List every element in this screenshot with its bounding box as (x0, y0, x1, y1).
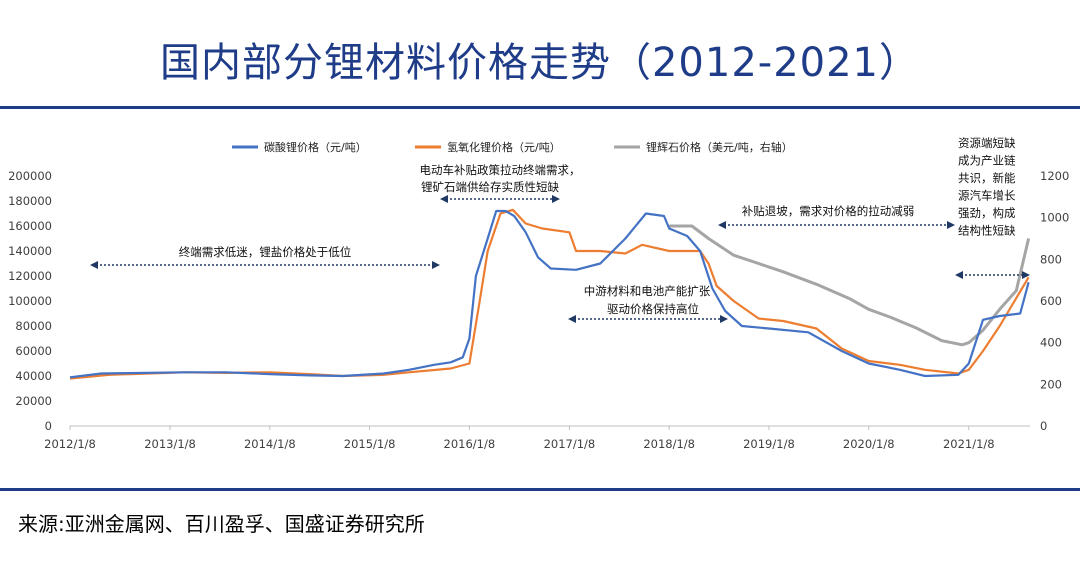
arrow-resource-shortage-head-left (955, 271, 963, 279)
y-right-tick-label: 800 (1040, 252, 1062, 266)
title-divider (0, 106, 1080, 109)
x-tick-label: 2021/1/8 (943, 437, 995, 451)
arrow-subsidy-cut-head-right (947, 221, 955, 229)
y-right-tick-label: 1000 (1040, 211, 1069, 225)
annotation-resource-shortage-line: 成为产业链 (958, 154, 1016, 168)
legend: 碳酸锂价格（元/吨） 氢氧化锂价格（元/吨） 锂辉石价格（美元/吨，右轴） (232, 140, 793, 154)
y-left-tick-label: 120000 (8, 269, 52, 283)
arrow-subsidy-head-left (440, 195, 448, 203)
annotation-low-demand: 终端需求低迷，锂盐价格处于低位 (179, 245, 352, 259)
lioh-price-line (69, 208, 1030, 380)
y-left-tick-label: 40000 (15, 369, 52, 383)
arrow-midstream-head-left (568, 315, 576, 323)
annotation-price-high: 驱动价格保持高位 (607, 302, 699, 316)
annotation-resource-shortage-line: 源汽车增长 (958, 189, 1016, 203)
x-tick-label: 2018/1/8 (643, 437, 695, 451)
annotation-subsidy-cut: 补贴退坡，需求对价格的拉动减弱 (742, 204, 915, 218)
arrow-low-demand-head-right (432, 261, 440, 269)
x-tick-label: 2016/1/8 (444, 437, 496, 451)
y-left-tick-label: 160000 (8, 219, 52, 233)
y-right-tick-label: 200 (1040, 377, 1062, 391)
page-title: 国内部分锂材料价格走势（2012-2021） (159, 40, 921, 86)
x-tick-label: 2015/1/8 (344, 437, 396, 451)
x-tick-label: 2020/1/8 (843, 437, 895, 451)
y-right-tick-label: 0 (1040, 419, 1047, 433)
y-left-tick-label: 0 (45, 419, 52, 433)
arrow-subsidy-cut-head-left (718, 221, 726, 229)
y-left-tick-label: 60000 (15, 344, 52, 358)
x-tick-label: 2012/1/8 (44, 437, 96, 451)
x-tick-label: 2014/1/8 (244, 437, 296, 451)
y-left-tick-label: 80000 (15, 319, 52, 333)
y-left-tick-label: 200000 (8, 169, 52, 183)
y-left-tick-label: 140000 (8, 244, 52, 258)
annotation-midstream-expansion: 中游材料和电池产能扩张 (584, 284, 711, 298)
arrow-resource-shortage-head-right (1022, 271, 1030, 279)
y-right-tick-label: 1200 (1040, 169, 1069, 183)
spodumene-price-line (669, 224, 1031, 347)
source-note: 来源:亚洲金属网、百川盈孚、国盛证券研究所 (18, 512, 425, 536)
series-layer (69, 208, 1031, 380)
y-left-tick-label: 20000 (15, 394, 52, 408)
annotation-resource-shortage-line: 强劲，构成 (958, 206, 1016, 220)
axes-layer: 0 20000 40000 60000 80000 100000 120000 140000 1… (8, 169, 1069, 451)
annotation-subsidy-demand: 电动车补贴政策拉动终端需求， (420, 163, 581, 177)
y-left-tick-label: 180000 (8, 194, 52, 208)
footer-divider (0, 488, 1080, 491)
y-right-tick-label: 400 (1040, 336, 1062, 350)
arrow-low-demand-head-left (90, 261, 98, 269)
arrow-subsidy-head-right (552, 195, 560, 203)
legend-label: 碳酸锂价格（元/吨） (264, 140, 367, 154)
y-left-tick-label: 100000 (8, 294, 52, 308)
annotations: 终端需求低迷，锂盐价格处于低位 电动车补贴政策拉动终端需求， 锂矿石端供给存实质性短… (90, 136, 1030, 323)
legend-label: 锂辉石价格（美元/吨，右轴） (646, 140, 793, 154)
x-tick-label: 2017/1/8 (544, 437, 596, 451)
y-right-tick-label: 600 (1040, 294, 1062, 308)
lithium-price-chart: 0 20000 40000 60000 80000 100000 120000 140000 1… (8, 136, 1069, 451)
li2co3-price-line (69, 209, 1030, 379)
arrow-midstream-head-right (720, 315, 728, 323)
annotation-resource-shortage-line: 资源端短缺 (958, 136, 1016, 150)
legend-label: 氢氧化锂价格（元/吨） (447, 140, 561, 154)
annotation-ore-shortage: 锂矿石端供给存实质性短缺 (421, 180, 559, 194)
annotation-resource-shortage-line: 结构性短缺 (958, 224, 1016, 238)
x-tick-label: 2019/1/8 (743, 437, 795, 451)
x-tick-label: 2013/1/8 (144, 437, 196, 451)
annotation-resource-shortage-line: 共识，新能 (958, 171, 1016, 185)
